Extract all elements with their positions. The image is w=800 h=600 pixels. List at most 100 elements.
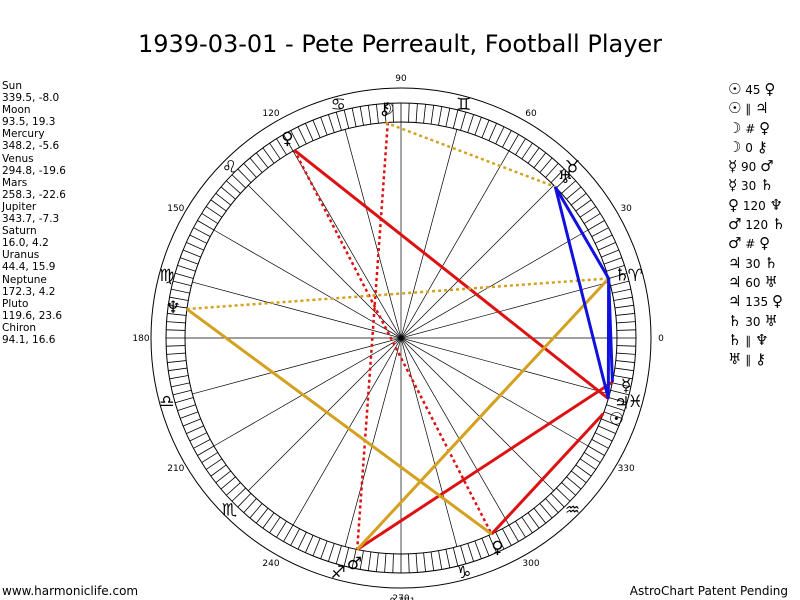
degree-tick	[305, 123, 314, 141]
degree-tick	[415, 103, 418, 123]
aspect-planet-a: ♄	[728, 330, 742, 349]
zodiac-sign-glyph: ♑	[456, 563, 471, 583]
degree-tick	[594, 234, 613, 244]
uranus-glyph: ♅	[558, 168, 573, 188]
aspect-value: #	[741, 237, 760, 252]
aspect-planet-a: ♃	[728, 272, 742, 291]
aspect-planet-a: ♄	[728, 311, 742, 330]
aspect-row: ☽ # ♀	[728, 119, 785, 138]
degree-tick	[579, 206, 597, 218]
planet-coords: 258.3, -22.6	[2, 188, 66, 201]
degree-tick	[172, 389, 192, 396]
planet-name: Chiron	[2, 321, 37, 334]
degree-tick	[615, 360, 635, 363]
degree-tick	[603, 257, 622, 265]
aspect-planet-b: ♀	[759, 118, 771, 137]
aspect-planet-b: ♆	[755, 330, 769, 349]
planet-coords: 16.0, 4.2	[2, 237, 49, 250]
degree-tick	[237, 493, 252, 508]
degree-tick	[527, 512, 540, 529]
degree-tick	[616, 352, 636, 355]
degree-tick	[539, 157, 553, 173]
degree-tick	[610, 389, 630, 396]
degree-tick	[583, 452, 601, 463]
degree-tick	[452, 547, 459, 567]
degree-tick	[283, 524, 294, 542]
degree-tick	[367, 105, 372, 125]
degree-tick	[610, 280, 630, 287]
saturn-glyph: ♄	[614, 266, 629, 286]
degree-tick	[521, 516, 533, 534]
aspect-row: ☿ 30 ♄	[728, 176, 785, 195]
degree-tick	[521, 142, 533, 160]
aspect-line	[356, 380, 614, 551]
degree-tick	[594, 432, 613, 442]
degree-label: 300	[522, 559, 539, 569]
aspect-value: ∥	[741, 353, 756, 368]
planet-name: Sun	[2, 80, 22, 92]
aspect-planet-a: ♂	[728, 215, 742, 234]
degree-label: 60	[525, 109, 537, 119]
planet-coords: 172.3, 4.2	[2, 285, 56, 298]
planet-coords: 93.5, 19.3	[2, 116, 56, 129]
jupiter-glyph: ♃	[614, 394, 629, 414]
degree-tick	[197, 445, 215, 456]
footer-website[interactable]: www.harmoniclife.com	[2, 584, 139, 598]
aspect-row: ♅ ∥ ⚷	[728, 350, 785, 369]
degree-tick	[601, 418, 620, 427]
degree-tick	[452, 109, 459, 129]
degree-tick	[445, 108, 451, 127]
aspect-planet-a: ☉	[728, 99, 742, 118]
degree-tick	[328, 543, 335, 562]
aspect-row: ♀ 120 ♆	[728, 196, 785, 215]
degree-tick	[508, 524, 519, 542]
degree-tick	[166, 329, 186, 331]
degree-tick	[243, 163, 257, 178]
degree-tick	[570, 193, 587, 206]
aspect-value: 120	[739, 198, 770, 213]
degree-tick	[367, 551, 372, 571]
degree-tick	[616, 345, 636, 347]
planet-coords: 339.5, -8.0	[2, 92, 60, 105]
aspect-row: ☽ 0 ⚷	[728, 138, 785, 157]
planet-name: Mars	[2, 176, 28, 189]
planet-coords: 348.2, -5.6	[2, 140, 60, 153]
degree-tick	[376, 104, 379, 124]
degree-tick	[392, 103, 394, 123]
degree-tick	[237, 168, 252, 183]
degree-tick	[193, 439, 211, 449]
degree-tick	[550, 168, 565, 183]
aspect-value: 60	[741, 275, 765, 290]
degree-tick	[359, 106, 364, 126]
aspect-line	[355, 122, 390, 550]
degree-tick	[467, 543, 474, 562]
degree-tick	[231, 174, 246, 189]
degree-tick	[320, 540, 328, 559]
degree-tick	[171, 382, 190, 388]
planet-name: Uranus	[2, 249, 40, 262]
aspect-planet-a: ♃	[728, 253, 742, 272]
aspect-planet-b: ♅	[764, 311, 778, 330]
aspect-value: 45	[741, 83, 765, 97]
aspect-value: ∥	[741, 333, 756, 348]
aspect-planet-b: ♄	[764, 253, 778, 272]
mars-glyph: ♂	[347, 554, 362, 574]
degree-tick	[488, 123, 497, 141]
aspect-line	[293, 149, 610, 400]
degree-tick	[591, 439, 609, 449]
aspect-line	[186, 307, 493, 536]
degree-tick	[182, 418, 201, 427]
aspect-planet-b: ♀	[764, 80, 776, 98]
aspect-planet-b: ♄	[760, 176, 774, 195]
degree-tick	[527, 147, 540, 164]
degree-tick	[180, 411, 199, 419]
degree-tick	[276, 520, 287, 538]
degree-tick	[515, 520, 526, 538]
degree-tick	[502, 130, 512, 148]
zodiac-sign-glyph: ♓	[628, 392, 643, 412]
aspect-value: 30	[741, 256, 765, 271]
degree-tick	[177, 265, 196, 272]
planet-coords: 343.7, -7.3	[2, 213, 60, 226]
degree-label: 180	[132, 334, 149, 344]
degree-tick	[601, 249, 620, 258]
